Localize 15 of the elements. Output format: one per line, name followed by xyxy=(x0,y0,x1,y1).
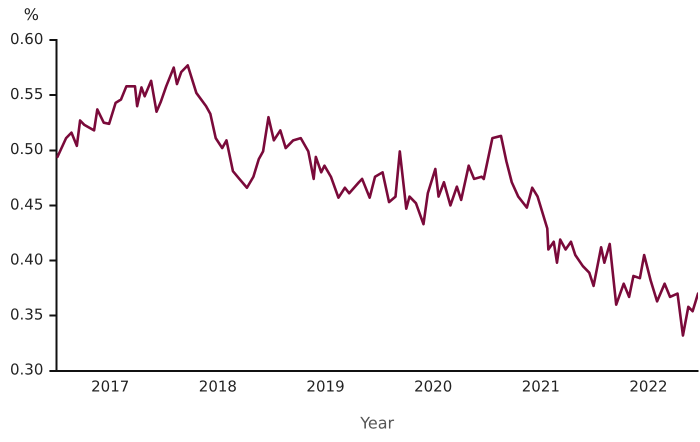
x-tick-label: 2019 xyxy=(306,378,345,396)
x-tick-label: 2020 xyxy=(414,378,452,396)
y-axis-title: % xyxy=(24,5,39,24)
y-tick-label: 0.60 xyxy=(10,30,44,48)
y-tick-label: 0.50 xyxy=(10,140,44,158)
y-tick-label: 0.55 xyxy=(10,85,44,104)
y-tick-label: 0.45 xyxy=(10,195,44,214)
y-tick-label: 0.35 xyxy=(10,306,44,324)
x-tick-label: 2021 xyxy=(522,378,560,396)
x-tick-label: 2018 xyxy=(198,378,237,396)
y-tick-label: 0.30 xyxy=(10,360,44,379)
y-tick-label: 0.40 xyxy=(10,250,44,268)
x-axis-title: Year xyxy=(359,414,395,433)
x-tick-label: 2017 xyxy=(91,378,130,396)
x-tick-label: 2022 xyxy=(629,378,668,396)
